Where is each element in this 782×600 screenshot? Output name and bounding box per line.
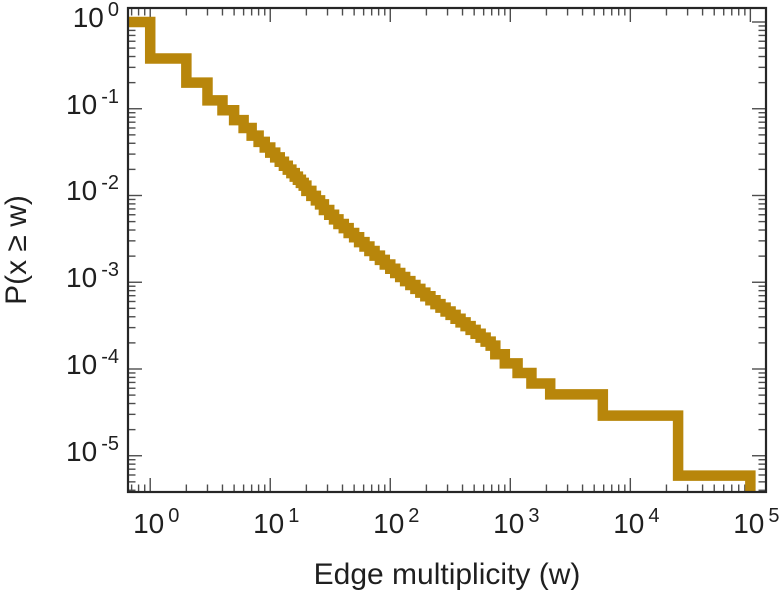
y-tick-label: 10 -5 xyxy=(66,432,119,468)
tick-base: 10 xyxy=(253,508,285,539)
x-axis-label: Edge multiplicity (w) xyxy=(313,558,581,591)
y-tick-label: 10 0 xyxy=(72,0,119,34)
tick-exponent: -5 xyxy=(101,432,119,455)
tick-base: 10 xyxy=(493,508,525,539)
tick-exponent: -4 xyxy=(101,345,119,368)
tick-base: 10 xyxy=(66,88,98,120)
x-tick-label: 10 4 xyxy=(613,505,660,540)
tick-base: 10 xyxy=(66,262,98,294)
ccdf-curve xyxy=(128,16,756,492)
plot-frame xyxy=(126,6,768,494)
tick-base: 10 xyxy=(373,508,405,539)
tick-exponent: 0 xyxy=(107,0,119,21)
tick-exponent: -1 xyxy=(101,85,119,108)
tick-exponent: 5 xyxy=(768,505,780,527)
x-tick-label: 10 1 xyxy=(253,505,300,540)
tick-exponent: -3 xyxy=(101,259,119,282)
y-tick-label: 10 -3 xyxy=(66,259,119,294)
tick-base: 10 xyxy=(72,1,104,33)
tick-exponent: 3 xyxy=(528,505,540,527)
x-tick-label: 10 3 xyxy=(493,505,540,540)
x-tick-label: 10 2 xyxy=(373,505,420,540)
tick-exponent: -2 xyxy=(101,172,119,195)
y-tick-label: 10 -1 xyxy=(66,85,119,121)
y-tick-label: 10 -2 xyxy=(66,172,119,207)
tick-base: 10 xyxy=(133,508,165,539)
tick-base: 10 xyxy=(66,435,98,467)
tick-exponent: 2 xyxy=(408,505,420,527)
tick-base: 10 xyxy=(66,348,98,380)
tick-base: 10 xyxy=(66,175,98,207)
y-axis-label: P(x ≥ w) xyxy=(0,195,33,305)
tick-exponent: 0 xyxy=(168,505,180,527)
x-tick-label: 10 5 xyxy=(733,505,780,540)
y-tick-label: 10 -4 xyxy=(66,345,119,381)
tick-exponent: 1 xyxy=(288,505,300,527)
tick-exponent: 4 xyxy=(648,505,660,527)
tick-base: 10 xyxy=(733,508,765,539)
x-tick-label: 10 0 xyxy=(133,505,180,540)
tick-base: 10 xyxy=(613,508,645,539)
